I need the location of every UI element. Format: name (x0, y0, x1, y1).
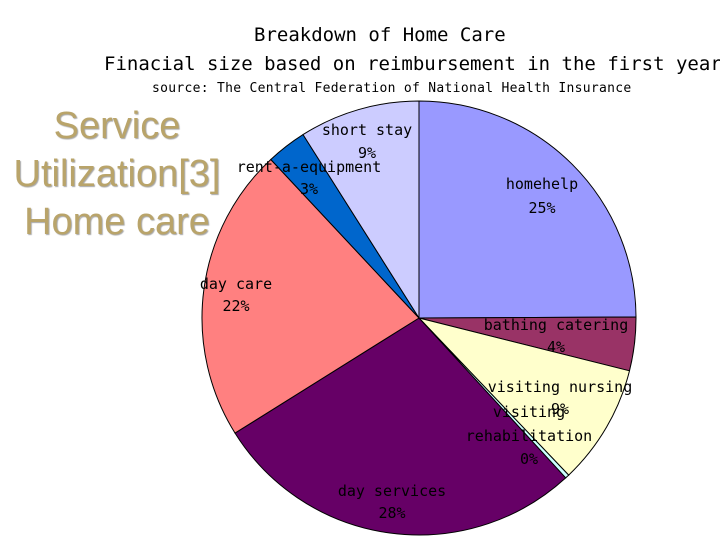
chart-subtitle: Finacial size based on reimbursement in … (104, 53, 720, 75)
slice-label: day services (338, 482, 446, 500)
slice-label: visiting nursing (488, 378, 633, 396)
pie-slice-visiting-nursing (417, 317, 631, 476)
chart-source: source: The Central Federation of Nation… (152, 81, 632, 96)
slide-title: Service Utilization[3] Home care (0, 102, 234, 246)
slice-label: rehabilitation (466, 427, 592, 445)
slice-value-label: 28% (378, 504, 405, 522)
pie-labels: homehelp 25% bathing catering 4% visiting nu… (200, 121, 632, 522)
slice-label: rent-a-equipment (237, 158, 382, 176)
slice-label: homehelp (506, 175, 578, 193)
pie-slice-day-care (201, 158, 420, 434)
slide-title-line-2: Utilization[3] (13, 153, 221, 195)
slice-label: day care (200, 275, 272, 293)
slide-title-line-3: Home care (24, 201, 210, 243)
slice-value-label: 4% (547, 338, 565, 356)
slice-value-label: 9% (358, 144, 376, 162)
slice-value-label: 25% (528, 199, 555, 217)
slice-label: short stay (322, 121, 412, 139)
pie-slice-homehelp (418, 100, 637, 319)
slice-label: visiting (493, 403, 565, 421)
slice-value-label: 3% (300, 180, 318, 198)
slice-value-label: 0% (520, 450, 538, 468)
slice-value-label: 9% (551, 400, 569, 418)
chart-title: Breakdown of Home Care (254, 24, 506, 46)
slice-label: bathing catering (484, 316, 629, 334)
slice-value-label: 22% (222, 297, 249, 315)
pie-slices (201, 100, 637, 536)
pie-slice-short-stay (302, 100, 420, 320)
pie-slice-day-services (234, 317, 567, 536)
slide-title-line-1: Service (53, 105, 181, 147)
